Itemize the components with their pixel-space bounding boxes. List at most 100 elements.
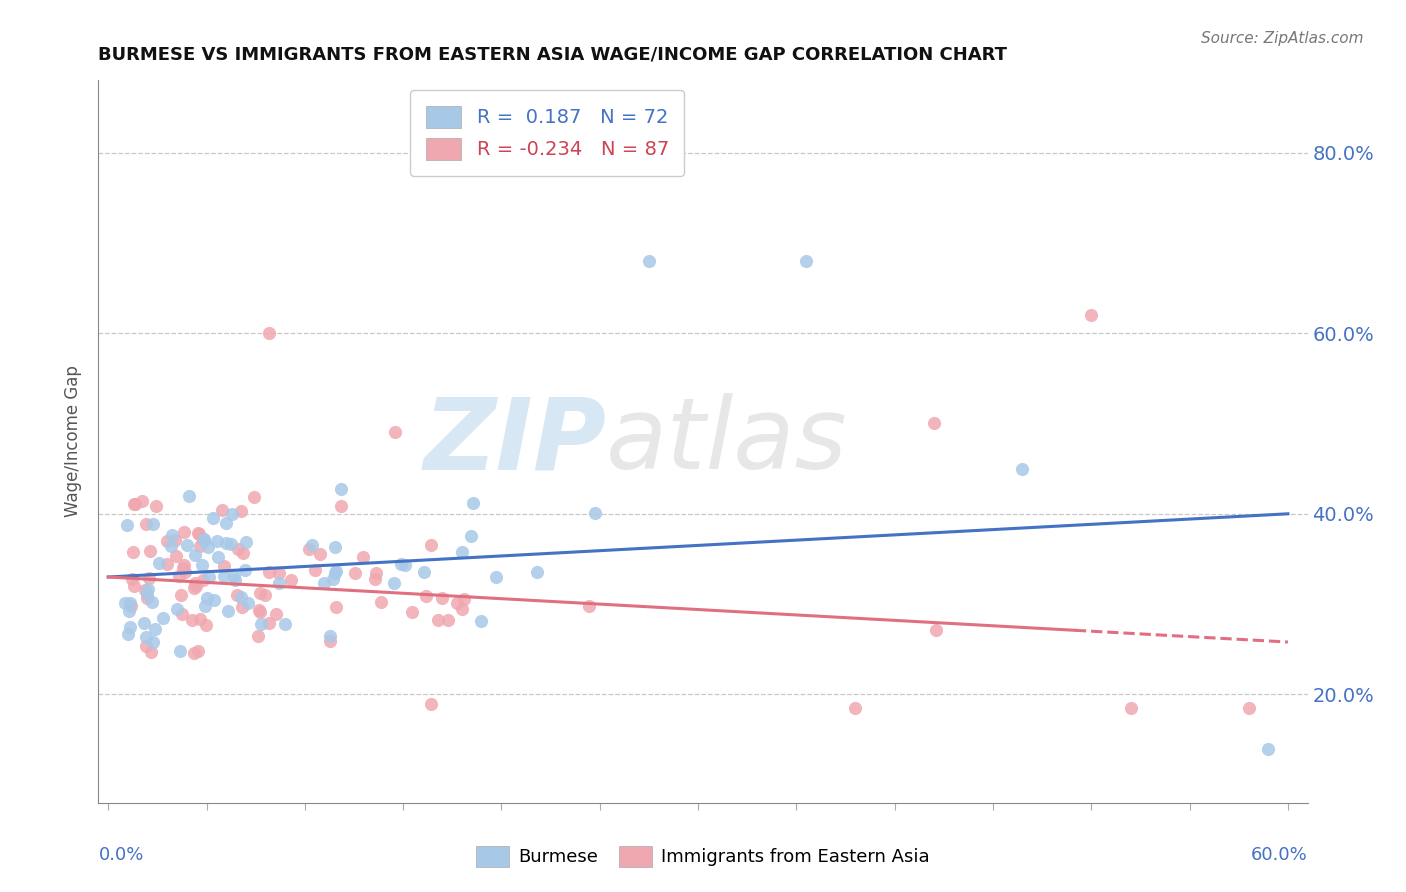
Point bbox=[163, 533, 186, 548]
Point bbox=[191, 574, 214, 588]
Point bbox=[325, 564, 347, 578]
Point bbox=[160, 540, 183, 554]
Point bbox=[141, 595, 163, 609]
Point bbox=[460, 528, 482, 542]
Point bbox=[180, 613, 202, 627]
Point bbox=[298, 541, 321, 556]
Point bbox=[184, 579, 207, 593]
Point bbox=[193, 533, 215, 548]
Point bbox=[166, 602, 188, 616]
Point bbox=[470, 614, 492, 628]
Point bbox=[135, 516, 157, 531]
Text: Source: ZipAtlas.com: Source: ZipAtlas.com bbox=[1201, 31, 1364, 46]
Point bbox=[844, 701, 866, 715]
Point bbox=[145, 499, 167, 513]
Point bbox=[155, 533, 177, 548]
Point bbox=[274, 616, 297, 631]
Point bbox=[453, 591, 475, 606]
Point bbox=[194, 618, 217, 632]
Point bbox=[118, 604, 141, 618]
Point bbox=[174, 565, 197, 579]
Point bbox=[169, 568, 191, 582]
Point bbox=[118, 596, 141, 610]
Point bbox=[138, 570, 160, 584]
Point bbox=[215, 536, 238, 550]
Point bbox=[201, 511, 224, 525]
Point bbox=[187, 526, 209, 541]
Point bbox=[214, 516, 236, 530]
Point bbox=[364, 573, 387, 587]
Legend: Burmese, Immigrants from Eastern Asia: Burmese, Immigrants from Eastern Asia bbox=[470, 838, 936, 874]
Point bbox=[319, 633, 342, 648]
Point bbox=[136, 582, 159, 597]
Point bbox=[526, 565, 548, 579]
Point bbox=[1080, 308, 1102, 322]
Point bbox=[142, 635, 165, 649]
Y-axis label: Wage/Income Gap: Wage/Income Gap bbox=[65, 366, 83, 517]
Point bbox=[1257, 741, 1279, 756]
Text: 60.0%: 60.0% bbox=[1251, 847, 1308, 864]
Point bbox=[207, 550, 229, 565]
Point bbox=[122, 497, 145, 511]
Point bbox=[134, 582, 156, 597]
Point bbox=[135, 639, 157, 653]
Point bbox=[323, 540, 346, 554]
Point bbox=[170, 588, 193, 602]
Point bbox=[121, 545, 143, 559]
Point bbox=[184, 576, 207, 591]
Point bbox=[319, 630, 342, 644]
Point bbox=[131, 494, 153, 508]
Point bbox=[198, 570, 221, 584]
Point bbox=[323, 566, 346, 580]
Point bbox=[233, 563, 256, 577]
Point bbox=[430, 591, 453, 606]
Text: BURMESE VS IMMIGRANTS FROM EASTERN ASIA WAGE/INCOME GAP CORRELATION CHART: BURMESE VS IMMIGRANTS FROM EASTERN ASIA … bbox=[98, 45, 1008, 63]
Point bbox=[225, 589, 247, 603]
Point bbox=[187, 526, 209, 541]
Point bbox=[437, 613, 460, 627]
Point bbox=[1119, 701, 1142, 715]
Point bbox=[249, 606, 271, 620]
Point bbox=[384, 425, 406, 439]
Point bbox=[343, 566, 366, 580]
Point bbox=[132, 616, 155, 631]
Point bbox=[143, 622, 166, 636]
Point bbox=[583, 506, 606, 520]
Point bbox=[461, 496, 484, 510]
Point bbox=[257, 615, 280, 630]
Point bbox=[211, 503, 233, 517]
Point bbox=[115, 517, 138, 532]
Point bbox=[135, 630, 157, 644]
Point bbox=[243, 491, 266, 505]
Point bbox=[232, 546, 254, 560]
Point bbox=[172, 607, 194, 622]
Point bbox=[135, 587, 157, 601]
Point bbox=[142, 516, 165, 531]
Point bbox=[925, 623, 948, 637]
Point bbox=[212, 569, 235, 583]
Point bbox=[117, 626, 139, 640]
Point bbox=[217, 604, 239, 618]
Point bbox=[173, 525, 195, 540]
Point bbox=[236, 596, 259, 610]
Point bbox=[219, 537, 242, 551]
Point bbox=[485, 570, 508, 584]
Point bbox=[114, 596, 136, 610]
Point bbox=[229, 590, 252, 604]
Point bbox=[118, 620, 141, 634]
Point bbox=[162, 527, 184, 541]
Point bbox=[352, 550, 374, 565]
Point bbox=[183, 581, 205, 595]
Point bbox=[173, 558, 195, 572]
Point bbox=[169, 644, 191, 658]
Point bbox=[172, 561, 194, 575]
Point bbox=[420, 538, 443, 552]
Point bbox=[450, 602, 472, 616]
Point bbox=[121, 572, 143, 586]
Point bbox=[224, 574, 246, 588]
Point bbox=[183, 646, 205, 660]
Point bbox=[148, 556, 170, 570]
Point bbox=[254, 588, 277, 602]
Point bbox=[247, 603, 270, 617]
Point bbox=[197, 540, 219, 554]
